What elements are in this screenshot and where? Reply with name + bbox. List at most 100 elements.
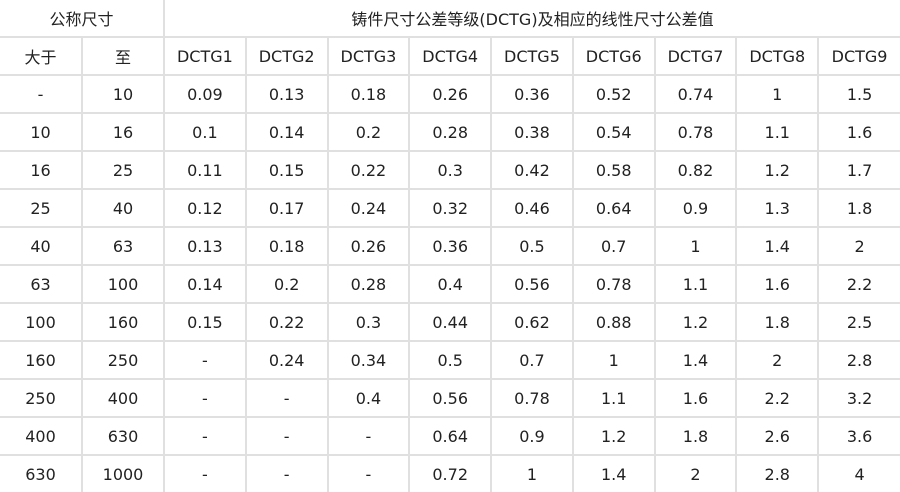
cell-tolerance: 1.6: [735, 264, 820, 304]
cell-up-to: 40: [80, 188, 166, 228]
cell-tolerance: 0.56: [408, 378, 493, 418]
grade-header: DCTG2: [244, 36, 329, 76]
cell-tolerance: 0.64: [408, 416, 493, 456]
cell-tolerance: 2: [817, 226, 900, 266]
cell-over: 250: [0, 378, 83, 418]
cell-tolerance: 0.15: [244, 150, 329, 190]
cell-tolerance: 1: [653, 226, 738, 266]
cell-tolerance: 1.4: [735, 226, 820, 266]
grade-header: DCTG4: [408, 36, 493, 76]
cell-up-to: 25: [80, 150, 166, 190]
cell-tolerance: 0.56: [490, 264, 574, 304]
cell-tolerance: 1.8: [735, 302, 820, 342]
grade-header: DCTG5: [490, 36, 574, 76]
cell-up-to: 250: [80, 340, 166, 380]
cell-tolerance: 1: [571, 340, 656, 380]
up-to-header: 至: [80, 36, 166, 76]
cell-tolerance: 2.8: [817, 340, 900, 380]
cell-tolerance: 0.26: [326, 226, 411, 266]
cell-tolerance: 1.1: [571, 378, 656, 418]
cell-tolerance: 0.38: [490, 112, 574, 152]
grade-header: DCTG3: [326, 36, 411, 76]
cell-tolerance: 1.8: [653, 416, 738, 456]
grade-header: DCTG7: [653, 36, 738, 76]
cell-tolerance: 0.2: [326, 112, 411, 152]
table-row: 100 160 0.15 0.22 0.3 0.44 0.62 0.88 1.2 1.8 2.5: [0, 302, 900, 342]
cell-tolerance: 1: [735, 74, 820, 114]
table-row: 16 25 0.11 0.15 0.22 0.3 0.42 0.58 0.82 1.2 1.7: [0, 150, 900, 190]
cell-tolerance: 1.7: [817, 150, 900, 190]
cell-tolerance: 1.5: [817, 74, 900, 114]
cell-tolerance: 0.62: [490, 302, 574, 342]
cell-tolerance: 0.7: [490, 340, 574, 380]
cell-tolerance: 0.54: [571, 112, 656, 152]
cell-tolerance: 0.4: [408, 264, 493, 304]
cell-tolerance: 0.32: [408, 188, 493, 228]
cell-tolerance: 1.2: [571, 416, 656, 456]
cell-tolerance: 0.78: [490, 378, 574, 418]
grade-header: DCTG6: [571, 36, 656, 76]
cell-tolerance: 0.2: [244, 264, 329, 304]
cell-tolerance: 1.1: [653, 264, 738, 304]
cell-tolerance: 0.13: [244, 74, 329, 114]
cell-tolerance: 1.2: [653, 302, 738, 342]
cell-tolerance: 0.11: [163, 150, 247, 190]
cell-tolerance: 0.4: [326, 378, 411, 418]
cell-tolerance: 2.2: [735, 378, 820, 418]
grade-header: DCTG8: [735, 36, 820, 76]
cell-over: 100: [0, 302, 83, 342]
cell-over: 160: [0, 340, 83, 380]
cell-tolerance: 0.5: [490, 226, 574, 266]
cell-tolerance: 2.5: [817, 302, 900, 342]
cell-up-to: 630: [80, 416, 166, 456]
over-header: 大于: [0, 36, 83, 76]
cell-tolerance: 1.8: [817, 188, 900, 228]
cell-tolerance: 0.7: [571, 226, 656, 266]
grade-header: DCTG1: [163, 36, 247, 76]
cell-tolerance: 0.28: [408, 112, 493, 152]
table-row: 160 250-0.24 0.34 0.5 0.7 1 1.4 2 2.8: [0, 340, 900, 380]
cell-tolerance: 2.2: [817, 264, 900, 304]
cell-tolerance: 0.9: [653, 188, 738, 228]
cell-up-to: 160: [80, 302, 166, 342]
table-row: 10 16 0.1 0.14 0.2 0.28 0.38 0.54 0.78 1.1 1.6: [0, 112, 900, 152]
cell-tolerance: -: [326, 416, 411, 456]
cell-tolerance: 0.15: [163, 302, 247, 342]
cell-tolerance: 0.3: [408, 150, 493, 190]
cell-tolerance: 1.4: [653, 340, 738, 380]
cell-tolerance: 0.44: [408, 302, 493, 342]
cell-tolerance: 0.5: [408, 340, 493, 380]
cell-tolerance: 0.52: [571, 74, 656, 114]
cell-tolerance: -: [244, 378, 329, 418]
cell-tolerance: -: [163, 378, 247, 418]
cell-tolerance: 0.82: [653, 150, 738, 190]
cell-tolerance: 0.18: [244, 226, 329, 266]
cell-over: 40: [0, 226, 83, 266]
cell-tolerance: 0.17: [244, 188, 329, 228]
cell-tolerance: 0.24: [244, 340, 329, 380]
cell-tolerance: 0.88: [571, 302, 656, 342]
cell-tolerance: 0.18: [326, 74, 411, 114]
cell-tolerance: 0.3: [326, 302, 411, 342]
cell-over: 63: [0, 264, 83, 304]
cell-tolerance: 0.42: [490, 150, 574, 190]
cell-tolerance: 0.13: [163, 226, 247, 266]
cell-over: 25: [0, 188, 83, 228]
cell-tolerance: 1.6: [817, 112, 900, 152]
cell-tolerance: 3.6: [817, 416, 900, 456]
cell-tolerance: 0.14: [163, 264, 247, 304]
cell-tolerance: 0.22: [244, 302, 329, 342]
cell-tolerance: 0.78: [571, 264, 656, 304]
cell-tolerance: 0.28: [326, 264, 411, 304]
cell-tolerance: 0.1: [163, 112, 247, 152]
grade-header: DCTG9: [817, 36, 900, 76]
cell-tolerance: 0.36: [490, 74, 574, 114]
cell-up-to: 16: [80, 112, 166, 152]
cell-tolerance: 1.6: [653, 378, 738, 418]
cell-tolerance: 0.9: [490, 416, 574, 456]
cell-tolerance: -: [244, 416, 329, 456]
cell-tolerance: 0.74: [653, 74, 738, 114]
cell-tolerance: 1.1: [735, 112, 820, 152]
cell-up-to: 63: [80, 226, 166, 266]
